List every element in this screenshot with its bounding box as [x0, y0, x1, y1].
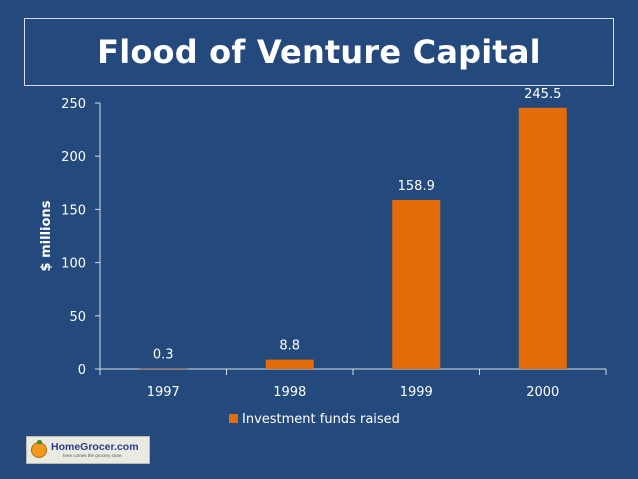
logo-tagline: here comes the grocery store	[63, 452, 122, 458]
bar	[518, 107, 567, 370]
data-label: 245.5	[524, 87, 561, 102]
orange-logo-icon	[31, 440, 47, 458]
y-tick-label: 0	[78, 363, 86, 378]
x-tick-label: 1999	[400, 385, 433, 400]
bars	[139, 107, 567, 370]
data-labels: 0.3 8.8 158.9 245.5	[153, 87, 561, 363]
y-axis-title: $ millions	[39, 200, 54, 271]
chart-title: Flood of Venture Capital	[97, 33, 541, 71]
y-tick-label: 50	[69, 310, 86, 325]
y-tick-label: 200	[61, 150, 86, 165]
data-label: 8.8	[279, 339, 300, 354]
bar	[392, 199, 441, 369]
x-tick-label: 1998	[273, 385, 306, 400]
data-label: 0.3	[153, 348, 174, 363]
x-tick-label: 1997	[147, 385, 180, 400]
y-tick-label: 150	[61, 203, 86, 218]
y-axis-ticks: 0 50 100 150 200 250	[61, 97, 100, 378]
bar	[139, 368, 188, 370]
title-box: Flood of Venture Capital	[24, 18, 614, 86]
legend-swatch	[229, 414, 238, 423]
homegrocer-logo: HomeGrocer.com here comes the grocery st…	[26, 436, 150, 464]
bar	[265, 359, 314, 369]
data-label: 158.9	[398, 179, 435, 194]
legend-label: Investment funds raised	[242, 412, 400, 427]
x-axis-ticks: 1997 1998 1999 2000	[99, 369, 607, 400]
y-tick-label: 250	[61, 97, 86, 112]
y-tick-label: 100	[61, 257, 86, 272]
logo-name: HomeGrocer.com	[51, 441, 139, 453]
legend: Investment funds raised	[229, 412, 400, 427]
x-tick-label: 2000	[526, 385, 559, 400]
